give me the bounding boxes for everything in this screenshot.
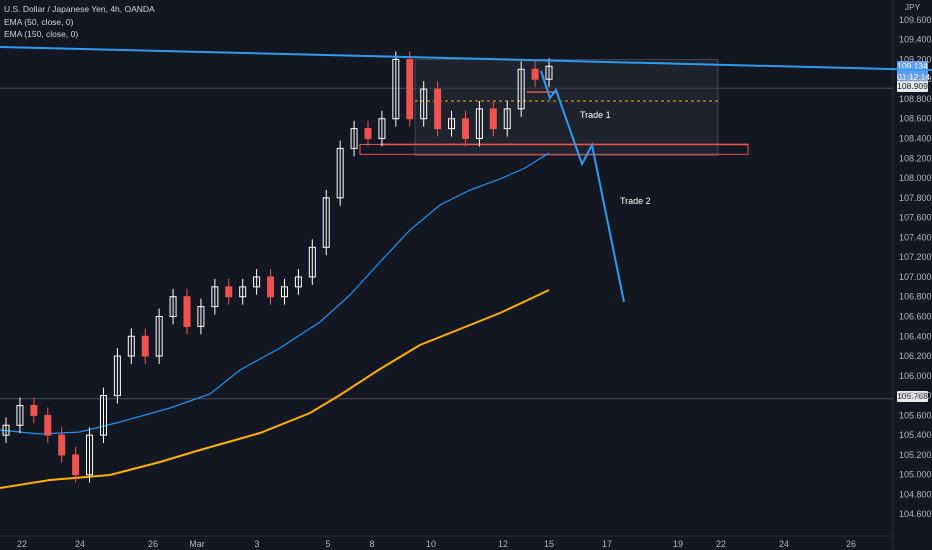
candle-body: [183, 296, 191, 327]
candle-body: [44, 414, 52, 436]
candle-body: [448, 118, 456, 130]
y-tick-label: 105.400: [899, 430, 932, 440]
upper-line-badge: 108.909: [897, 81, 928, 92]
x-tick-label: 22: [17, 539, 27, 549]
y-tick-label: 106.200: [899, 351, 932, 361]
candle-body: [392, 58, 400, 120]
x-tick-label: 10: [426, 539, 436, 549]
y-tick-label: 108.000: [899, 173, 932, 183]
candle-body: [58, 434, 66, 456]
y-tick-label: 106.600: [899, 311, 932, 321]
y-tick-label: 108.400: [899, 134, 932, 144]
y-tick-label: 108.600: [899, 114, 932, 124]
candle-body: [378, 118, 386, 140]
x-tick-label: 19: [673, 539, 683, 549]
x-tick-label: 22: [716, 539, 726, 549]
trade-1-label: Trade 1: [580, 110, 611, 120]
x-tick-label: 26: [846, 539, 856, 549]
x-tick-label: Mar: [189, 539, 205, 549]
candle-body: [420, 88, 428, 120]
trendline: [0, 46, 932, 71]
candle-body: [280, 286, 288, 298]
bar-countdown: 01:12:14: [897, 72, 931, 82]
range-box: [414, 59, 719, 156]
y-tick-label: 108.800: [899, 94, 932, 104]
x-tick-label: 5: [325, 539, 330, 549]
y-tick-label: 109.000: [899, 74, 932, 84]
candle-body: [253, 276, 261, 288]
y-tick-label: 109.600: [899, 15, 932, 25]
lower-line-badge: 105.768: [897, 391, 928, 402]
y-tick-label: 107.600: [899, 213, 932, 223]
candle-body: [169, 296, 177, 317]
trade-2-label: Trade 2: [620, 196, 651, 206]
candle-body: [489, 108, 497, 130]
candle-body: [294, 276, 302, 288]
y-tick-label: 108.200: [899, 153, 932, 163]
x-tick-label: 26: [148, 539, 158, 549]
candle-body: [155, 315, 163, 357]
ema150-line: [0, 289, 550, 489]
candle-body: [86, 434, 94, 476]
candle-body: [72, 454, 80, 476]
y-tick-label: 107.800: [899, 193, 932, 203]
candle-body: [531, 68, 539, 80]
candle-body: [517, 68, 525, 110]
projection-path: [540, 70, 625, 303]
candle-body: [267, 276, 275, 298]
candle-body: [127, 335, 135, 357]
candle-body: [113, 355, 121, 397]
y-tick-label: 109.400: [899, 35, 932, 45]
x-tick-label: 24: [75, 539, 85, 549]
x-tick-label: 12: [498, 539, 508, 549]
candle-body: [141, 335, 149, 357]
last-price-badge: 109.134 01:12:14: [897, 61, 931, 83]
candle-body: [322, 197, 330, 248]
candle-body: [2, 424, 10, 436]
y-tick-label: 105.600: [899, 410, 932, 420]
candle-body: [434, 88, 442, 130]
y-tick-label: 106.000: [899, 371, 932, 381]
candle-body: [239, 286, 247, 298]
candle-body: [211, 286, 219, 308]
candle-body: [364, 128, 372, 140]
candle-body: [16, 404, 24, 426]
y-tick-label: 107.000: [899, 272, 932, 282]
y-tick-label: 105.000: [899, 470, 932, 480]
ema150-legend[interactable]: EMA (150, close, 0): [4, 29, 79, 39]
x-tick-label: 3: [254, 539, 259, 549]
candle-body: [308, 246, 316, 278]
ema50-legend[interactable]: EMA (50, close, 0): [4, 17, 74, 27]
y-tick-label: 105.800: [899, 391, 932, 401]
y-tick-label: 104.600: [899, 509, 932, 519]
candle-body: [336, 147, 344, 199]
currency-label: JPY: [904, 2, 921, 12]
candle-body: [99, 395, 107, 436]
candle-body: [350, 128, 358, 149]
candle-body: [197, 306, 205, 327]
y-tick-label: 107.200: [899, 252, 932, 262]
y-tick-label: 106.400: [899, 331, 932, 341]
candle-body: [503, 108, 511, 130]
x-tick-label: 15: [544, 539, 554, 549]
x-tick-label: 17: [602, 539, 612, 549]
x-tick-label: 8: [369, 539, 374, 549]
ema50-line: [0, 152, 550, 435]
candle-body: [475, 108, 483, 140]
candle-body: [406, 58, 414, 120]
candle-body: [461, 118, 469, 140]
y-tick-label: 107.400: [899, 232, 932, 242]
y-tick-label: 104.800: [899, 489, 932, 499]
y-tick-label: 106.800: [899, 292, 932, 302]
candle-body: [545, 65, 553, 80]
symbol-title: U.S. Dollar / Japanese Yen, 4h, OANDA: [4, 4, 155, 14]
x-tick-label: 24: [779, 539, 789, 549]
y-tick-label: 109.200: [899, 54, 932, 64]
y-tick-label: 105.200: [899, 450, 932, 460]
candle-body: [30, 404, 38, 416]
candle-body: [225, 286, 233, 298]
last-price-value: 109.134: [897, 61, 928, 71]
